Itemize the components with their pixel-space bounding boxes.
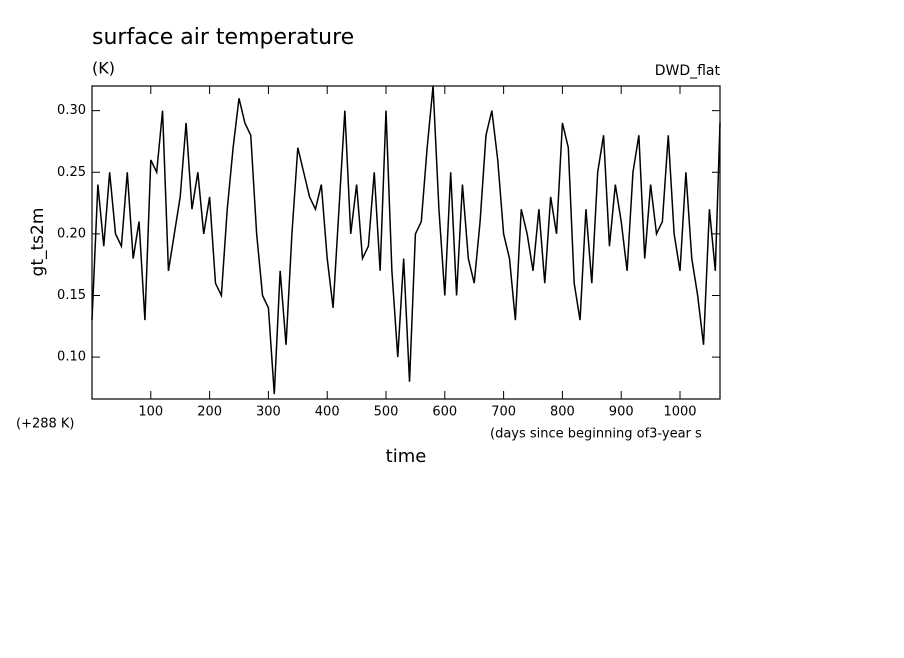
x-axis-label: time [386,446,427,467]
x-tick-label: 300 [256,405,281,420]
y-tick-label: 0.20 [57,226,86,241]
plot-frame [91,85,721,400]
y-tick-label: 0.30 [57,103,86,118]
data-line [91,85,721,395]
y-tick-label: 0.25 [57,165,86,180]
y-tick-label: 0.10 [57,350,86,365]
x-tick-label: 700 [491,405,516,420]
x-tick-label: 400 [315,405,340,420]
x-tick-label: 200 [197,405,222,420]
units: (K) [92,59,115,78]
x-note: (days since beginning of3-year s [490,427,702,442]
x-tick-label: 800 [550,405,575,420]
y-tick-label: 0.15 [57,288,86,303]
x-tick-label: 500 [374,405,399,420]
x-tick-label: 100 [138,405,163,420]
y-axis-label: gt_ts2m [28,208,48,277]
x-tick-label: 600 [432,405,457,420]
x-tick-label: 900 [609,405,634,420]
chart-title: surface air temperature [92,25,354,50]
y-offset-label: (+288 K) [16,417,75,432]
run-label: DWD_flat [655,63,721,79]
x-tick-label: 1000 [663,405,696,420]
